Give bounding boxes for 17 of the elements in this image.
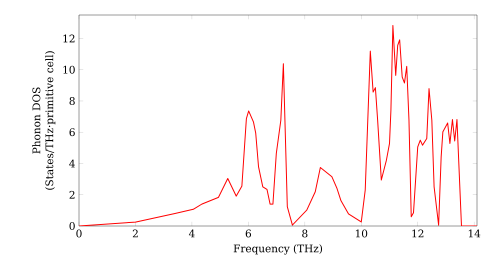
y-tick-label: 6 xyxy=(70,128,75,136)
x-tick-label: 14 xyxy=(468,230,480,238)
x-tick-label: 0 xyxy=(76,230,82,238)
y-tick-label: 2 xyxy=(70,190,74,199)
x-tick-label: 12 xyxy=(412,230,424,238)
y-tick-label: 12 xyxy=(63,34,74,42)
y-tick-label: 0 xyxy=(70,222,75,230)
x-tick-label: 6 xyxy=(246,230,252,238)
x-tick-label: 4 xyxy=(188,230,195,238)
y-axis-title: Phonon DOS (States/THz·primitive cell) xyxy=(32,51,56,190)
y-tick-label: 10 xyxy=(63,66,75,74)
y-tick-label: 4 xyxy=(69,160,75,168)
x-tick-label: 8 xyxy=(302,230,308,238)
x-axis-title: Frequency (THz) xyxy=(234,244,322,255)
y-tick-label: 8 xyxy=(70,97,75,105)
x-tick-label: 2 xyxy=(132,230,138,238)
x-tick-label: 10 xyxy=(356,230,368,238)
